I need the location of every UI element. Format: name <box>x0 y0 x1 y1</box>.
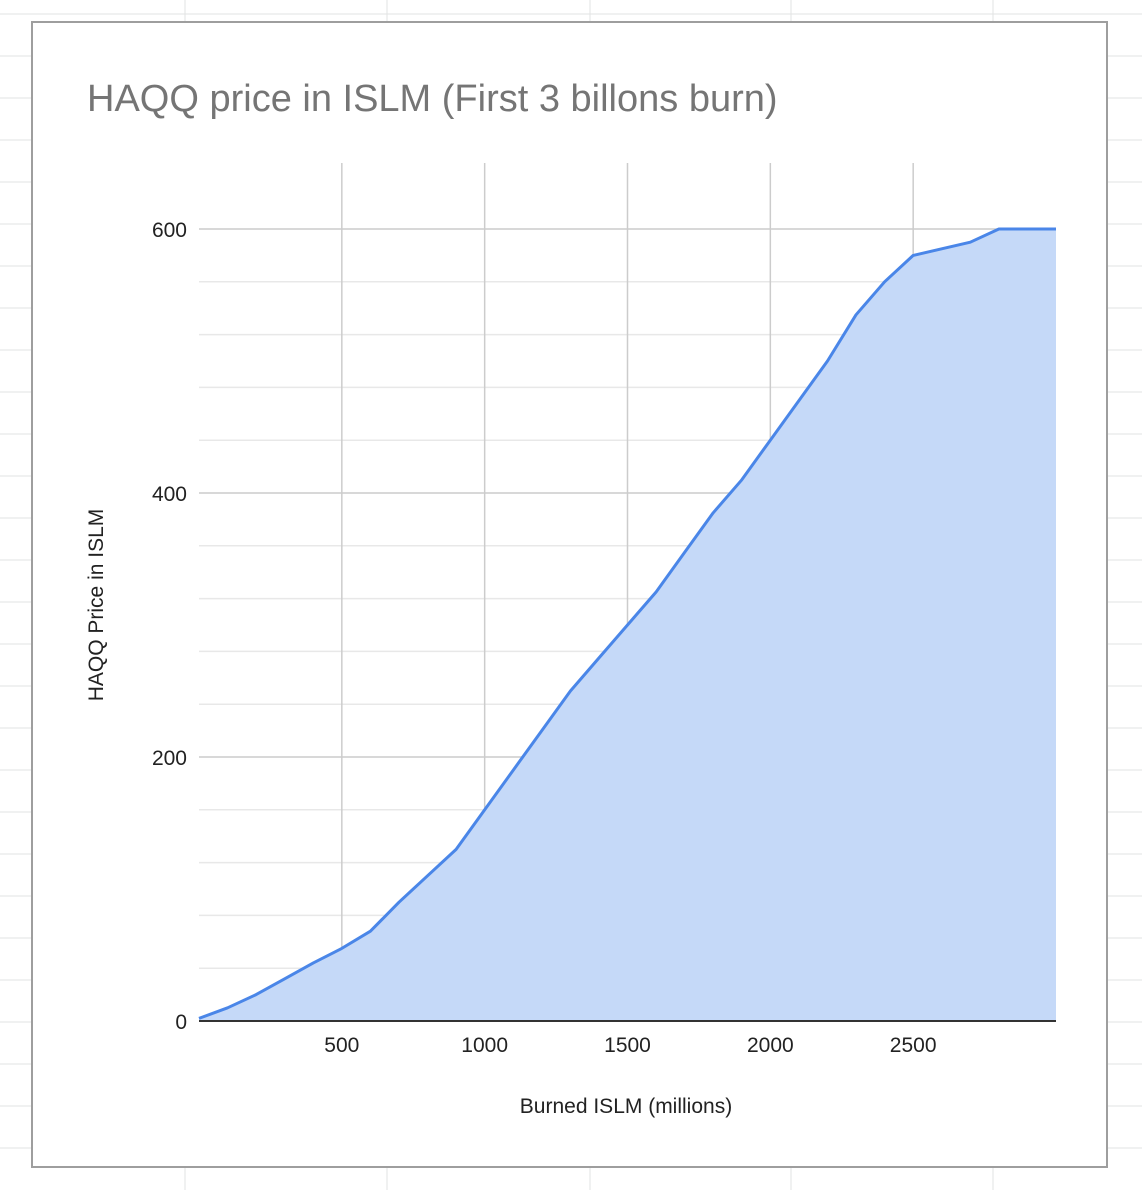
chart-container[interactable]: HAQQ price in ISLM (First 3 billons burn… <box>31 21 1108 1168</box>
series-line <box>198 227 1056 1020</box>
x-tick-label: 500 <box>324 1034 359 1057</box>
series-area <box>198 227 1056 1021</box>
chart-title: HAQQ price in ISLM (First 3 billons burn… <box>87 78 778 120</box>
x-tick-label: 1500 <box>604 1034 651 1057</box>
x-tick-label: 1000 <box>461 1034 508 1057</box>
area-chart: HAQQ price in ISLM (First 3 billons burn… <box>85 78 1056 1118</box>
tick-labels: 500 1000 1500 2000 2500 0 200 400 600 <box>152 219 937 1057</box>
y-tick-label: 600 <box>152 219 187 242</box>
y-tick-label: 0 <box>175 1011 187 1034</box>
y-tick-label: 200 <box>152 747 187 770</box>
y-axis-title: HAQQ Price in ISLM <box>85 509 108 702</box>
x-tick-label: 2500 <box>890 1034 937 1057</box>
x-axis-title: Burned ISLM (millions) <box>520 1095 732 1118</box>
y-tick-label: 400 <box>152 483 187 506</box>
x-tick-label: 2000 <box>747 1034 794 1057</box>
